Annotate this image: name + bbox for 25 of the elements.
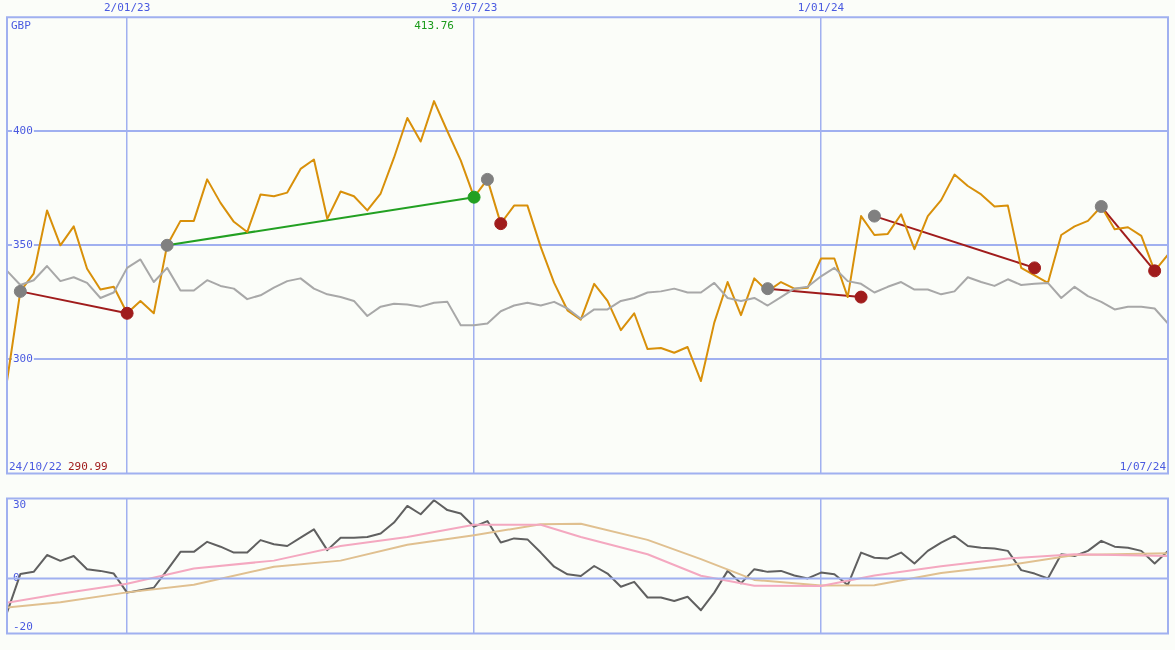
- y-tick-label: 300: [13, 352, 33, 366]
- point: [1094, 200, 1108, 214]
- point: [160, 238, 174, 252]
- annotation: 1/07/24: [1119, 459, 1167, 473]
- y-tick-label: 30: [13, 498, 27, 512]
- point: [467, 190, 481, 204]
- annotation: 24/10/22: [9, 459, 62, 473]
- point: [1148, 264, 1162, 278]
- point: [494, 217, 508, 231]
- point: [867, 209, 881, 223]
- x-tick-label: 2/01/23: [103, 1, 151, 15]
- point: [761, 282, 775, 296]
- x-tick-label: 3/07/23: [450, 1, 498, 15]
- point: [854, 290, 868, 304]
- y-tick-label: 400: [13, 124, 33, 138]
- point: [120, 306, 134, 320]
- annotation: 413.76: [414, 18, 454, 32]
- x-tick-label: 1/01/24: [797, 1, 845, 15]
- point: [480, 172, 494, 186]
- y-axis-title: GBP: [11, 18, 32, 32]
- point: [13, 284, 27, 298]
- point: [1028, 261, 1042, 275]
- y-tick-label: 350: [13, 238, 33, 252]
- y-tick-label: -20: [13, 620, 33, 634]
- annotation: 290.99: [67, 459, 108, 473]
